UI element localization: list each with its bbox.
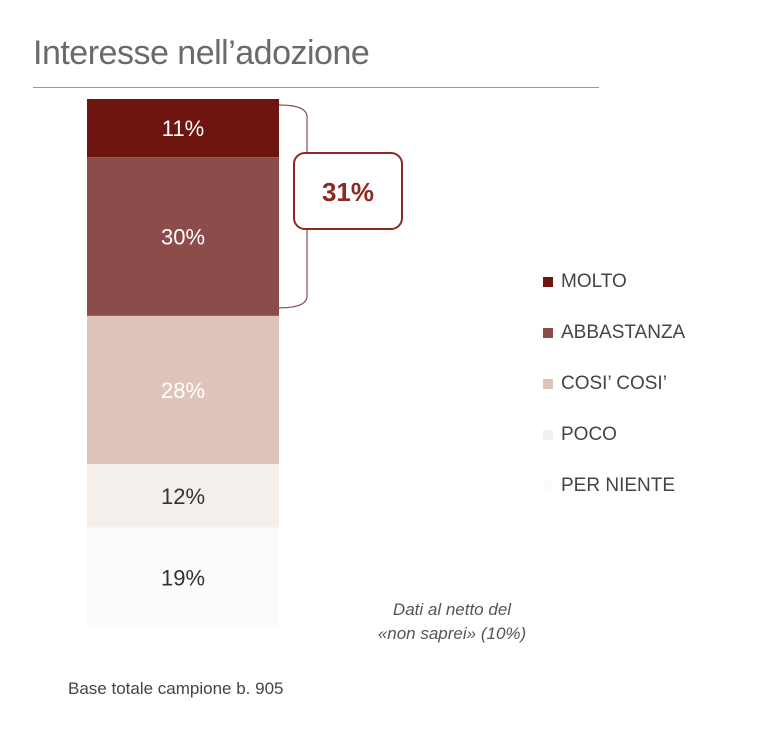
- legend-swatch: [543, 430, 553, 440]
- data-label-5: 19%: [161, 566, 205, 591]
- chart-note-line-2: «non saprei» (10%): [377, 624, 527, 643]
- legend-item-4: POCO: [543, 421, 685, 449]
- legend-label: MOLTO: [561, 271, 627, 292]
- sample-base-text: Base totale campione b. 905: [68, 679, 284, 698]
- legend-item-2: ABBASTANZA: [543, 319, 685, 347]
- bar-segment-5: [87, 527, 279, 628]
- legend-swatch: [543, 379, 553, 389]
- bar-segment-1: [87, 99, 279, 158]
- legend-item-5: PER NIENTE: [543, 472, 685, 500]
- legend-item-1: MOLTO: [543, 268, 685, 296]
- legend-label: PER NIENTE: [561, 475, 676, 496]
- bar-segment-4: [87, 464, 279, 528]
- legend-item-3: COSI’ COSI’: [543, 370, 685, 398]
- legend-label: POCO: [561, 424, 617, 445]
- legend-swatch: [543, 277, 553, 287]
- chart-note: Dati al netto del «non saprei» (10%): [350, 598, 554, 646]
- data-label-1: 11%: [162, 116, 204, 141]
- legend-label: ABBASTANZA: [561, 322, 686, 343]
- data-label-2: 30%: [161, 225, 205, 250]
- bar-segment-2: [87, 157, 279, 316]
- legend-label: COSI’ COSI’: [561, 373, 667, 394]
- chart-title: Interesse nell’adozione: [33, 34, 370, 72]
- bar-segment-3: [87, 315, 279, 465]
- bracket-callout-box: [293, 152, 403, 230]
- data-label-4: 12%: [161, 484, 205, 509]
- legend-swatch: [543, 481, 553, 491]
- bracket-callout-label: 31%: [322, 177, 374, 207]
- legend-swatch: [543, 328, 553, 338]
- title-divider: [33, 87, 599, 88]
- data-label-3: 28%: [161, 378, 205, 403]
- chart-note-line-1: Dati al netto del: [392, 600, 512, 619]
- chart-legend: MOLTO ABBASTANZA COSI’ COSI’ POCO PER NIENTE: [543, 268, 685, 523]
